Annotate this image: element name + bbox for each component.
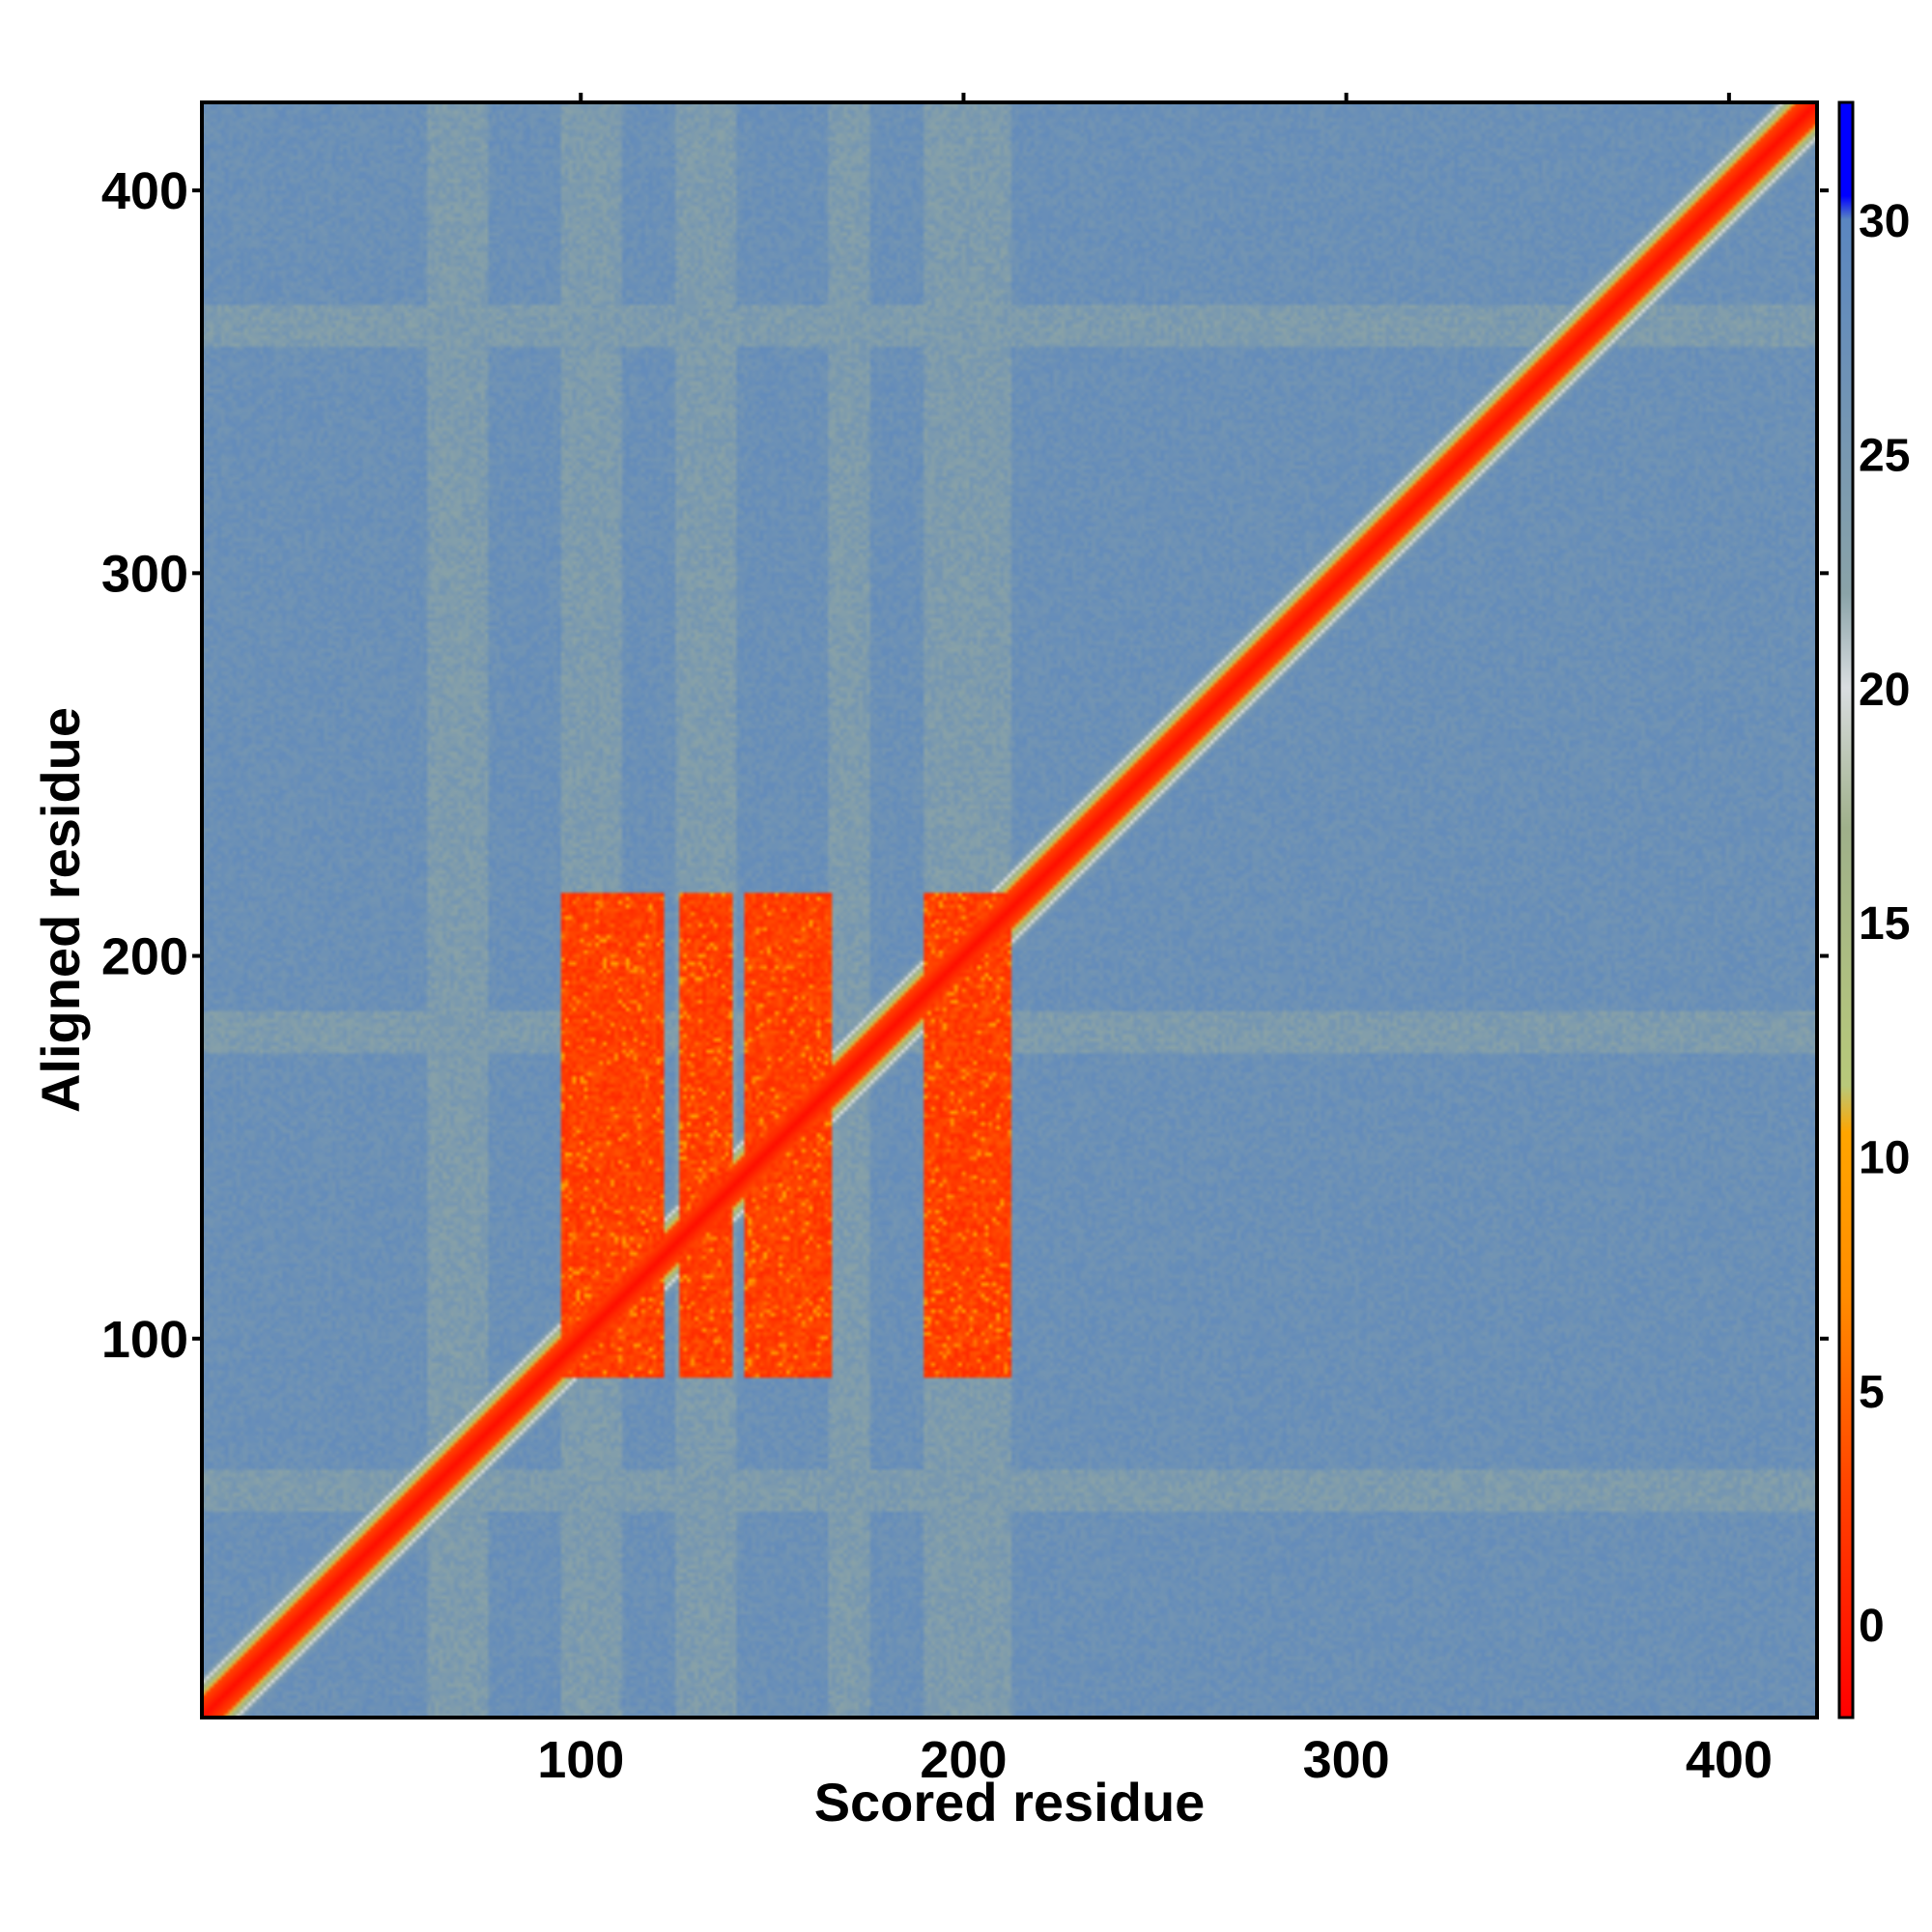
x-tick-label: 300 [1303, 1731, 1390, 1789]
y-axis: 100 200 300 400 [101, 162, 1829, 1369]
colorbar: 0 5 10 15 20 25 30 [1837, 100, 1910, 1719]
y-axis-title: Aligned residue [30, 707, 91, 1113]
y-tick-label: 400 [101, 162, 188, 220]
colorbar-ticks: 0 5 10 15 20 25 30 [1859, 196, 1910, 1652]
x-axis: 100 200 300 400 [537, 93, 1773, 1789]
plot-frame [200, 100, 1819, 1719]
y-tick-label: 200 [101, 928, 188, 986]
x-tick-label: 200 [920, 1731, 1007, 1789]
colorbar-tick-label: 30 [1859, 196, 1910, 247]
colorbar-tick-label: 0 [1859, 1601, 1885, 1652]
heatmap-layer [202, 102, 1817, 1718]
colorbar-tick-label: 5 [1859, 1367, 1885, 1418]
colorbar-fill [1839, 102, 1853, 1718]
x-tick-label: 400 [1686, 1731, 1773, 1789]
colorbar-tick-label: 25 [1859, 430, 1910, 481]
x-tick-label: 100 [537, 1731, 624, 1789]
colorbar-tick-label: 15 [1859, 898, 1910, 950]
colorbar-tick-label: 20 [1859, 665, 1910, 716]
x-axis-title: Scored residue [814, 1772, 1206, 1833]
colorbar-frame [1837, 100, 1855, 1719]
colorbar-tick-label: 10 [1859, 1132, 1910, 1183]
y-tick-label: 100 [101, 1311, 188, 1369]
y-tick-label: 300 [101, 545, 188, 603]
heatmap-canvas [202, 102, 1817, 1718]
